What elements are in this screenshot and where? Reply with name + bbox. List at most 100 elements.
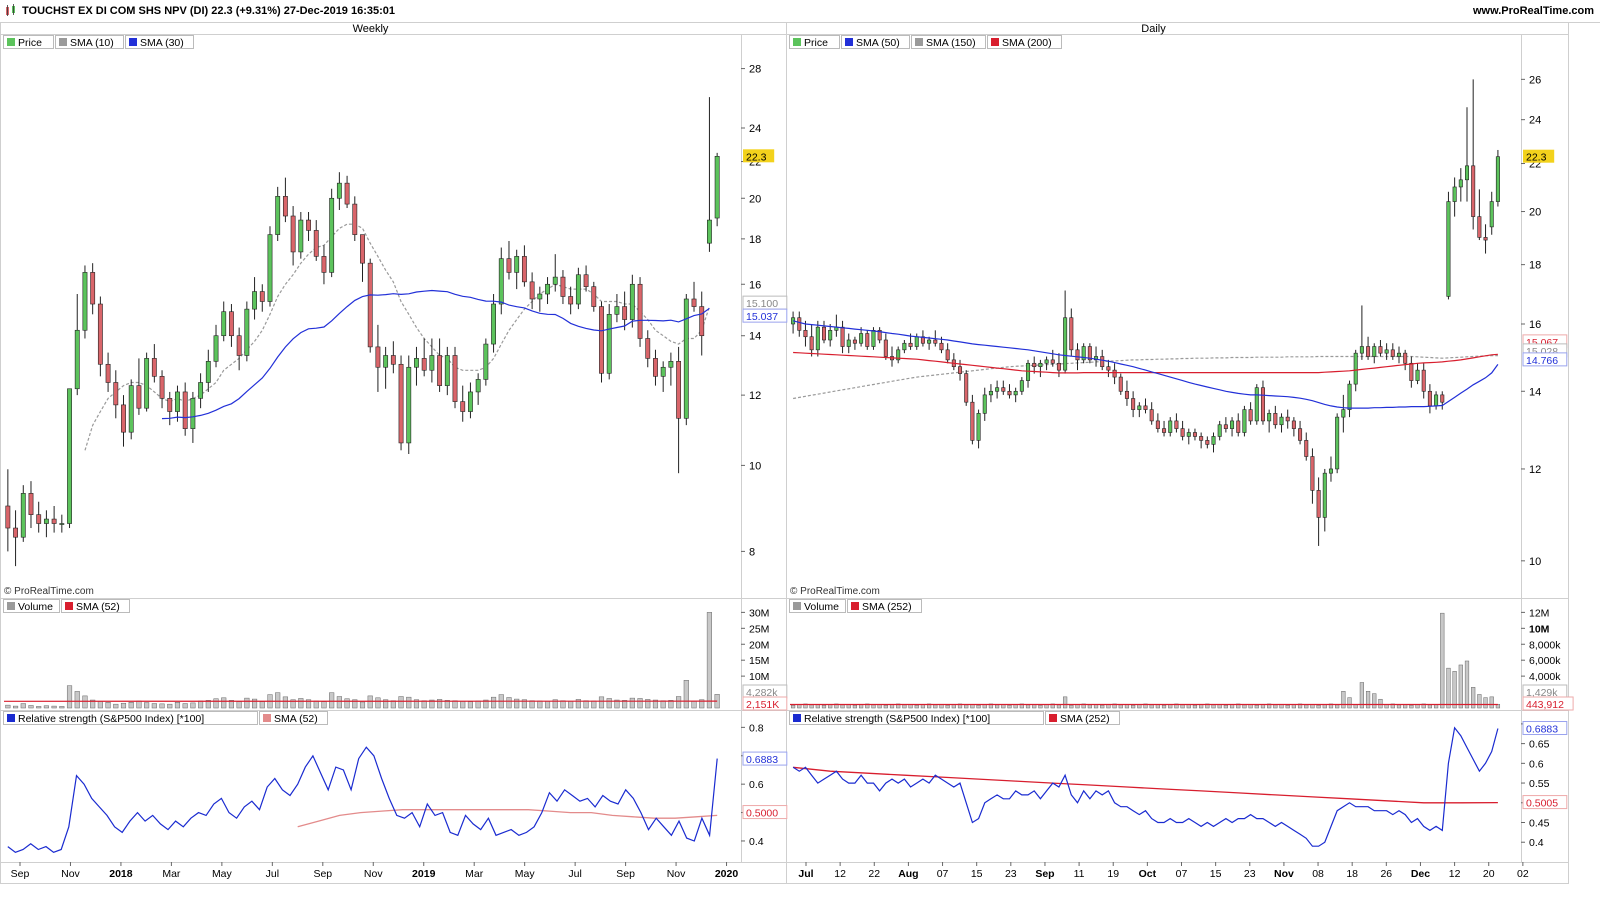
candle-body bbox=[1316, 490, 1321, 518]
candle-body bbox=[1322, 472, 1327, 518]
volume-bar bbox=[1316, 704, 1321, 709]
volume-bar bbox=[1038, 704, 1043, 709]
candle-body bbox=[840, 326, 845, 347]
candle-body bbox=[406, 366, 412, 444]
volume-bar bbox=[59, 706, 65, 709]
legend-swatch bbox=[793, 714, 801, 722]
x-tick-label: 07 bbox=[937, 868, 949, 880]
candle bbox=[1044, 356, 1049, 371]
candle bbox=[1359, 305, 1364, 360]
candle-body bbox=[552, 276, 558, 285]
candle bbox=[306, 211, 311, 242]
candle-body bbox=[1118, 376, 1123, 392]
candle-body bbox=[1341, 409, 1346, 418]
candle-body bbox=[865, 333, 870, 347]
daily-rs-legend: Relative strength (S&P500 Index) [*100] S… bbox=[789, 711, 1120, 725]
candle-body bbox=[252, 291, 257, 310]
legend-item bbox=[61, 599, 130, 613]
candle bbox=[468, 382, 473, 419]
price-tag-box bbox=[1522, 352, 1568, 367]
volume-bar bbox=[1458, 664, 1463, 709]
volume-bar bbox=[1427, 704, 1433, 709]
candle-body bbox=[1421, 369, 1426, 392]
candle bbox=[375, 324, 381, 392]
candle-body bbox=[491, 303, 496, 345]
candle-body bbox=[514, 256, 520, 273]
volume-bar bbox=[691, 701, 697, 709]
candle bbox=[896, 346, 901, 364]
panel-frame bbox=[786, 22, 1569, 884]
candle-body bbox=[175, 391, 180, 412]
candle bbox=[840, 320, 845, 354]
legend-label: SMA (252) bbox=[862, 601, 912, 613]
candle bbox=[1372, 343, 1377, 364]
volume-bar bbox=[1260, 704, 1266, 709]
candle-body bbox=[846, 339, 851, 347]
x-tick-label: 23 bbox=[1005, 868, 1017, 880]
candle-body bbox=[822, 326, 827, 341]
volume-bar bbox=[159, 703, 165, 709]
candle-body bbox=[1390, 349, 1395, 357]
candle bbox=[1260, 380, 1265, 425]
x-tick-label: Sep bbox=[11, 868, 30, 880]
volume-bar bbox=[298, 698, 304, 709]
candle-body bbox=[1124, 390, 1129, 399]
volume-bar bbox=[790, 704, 796, 709]
volume-bar bbox=[74, 691, 80, 709]
watermark: © ProRealTime.com bbox=[4, 586, 94, 597]
volume-bar bbox=[1285, 704, 1290, 709]
price-tag-label: 0.5005 bbox=[1526, 798, 1558, 810]
y-tick-label: 0.8 bbox=[749, 722, 764, 734]
candle bbox=[1285, 409, 1290, 429]
candle-body bbox=[282, 196, 288, 217]
candle bbox=[668, 352, 674, 386]
legend-item bbox=[1045, 711, 1120, 725]
volume-bar bbox=[951, 704, 956, 709]
volume-bar bbox=[1322, 704, 1327, 709]
volume-bar bbox=[228, 700, 234, 709]
volume-bar bbox=[1291, 704, 1296, 709]
volume-bar bbox=[1180, 704, 1185, 709]
candle bbox=[167, 391, 173, 426]
candle bbox=[59, 514, 65, 533]
candle-body bbox=[1050, 359, 1055, 364]
volume-tag: 4,282k bbox=[742, 684, 788, 699]
candle-body bbox=[267, 234, 273, 302]
volume-bar bbox=[598, 696, 605, 709]
volume-bar bbox=[491, 696, 497, 709]
candle-body bbox=[74, 329, 80, 390]
candle bbox=[1415, 363, 1420, 385]
price-tag-label: 443,912 bbox=[1526, 699, 1564, 711]
candle-body bbox=[1378, 346, 1383, 354]
volume-bar bbox=[1378, 698, 1383, 709]
candle-body bbox=[920, 336, 925, 344]
y-tick-label: 8,000k bbox=[1529, 639, 1561, 651]
legend-item bbox=[911, 35, 986, 49]
candle-body bbox=[498, 258, 504, 305]
candle-body bbox=[828, 330, 833, 341]
candle-body bbox=[699, 306, 705, 337]
candle bbox=[1458, 168, 1463, 202]
legend-label: SMA (52) bbox=[274, 713, 318, 725]
legend-item bbox=[987, 35, 1062, 49]
legend-label: Volume bbox=[18, 601, 53, 613]
candle-body bbox=[1063, 317, 1068, 371]
price-tag: 14.766 bbox=[1522, 352, 1568, 367]
candle-body bbox=[1186, 432, 1191, 437]
sma50-line bbox=[792, 320, 1499, 409]
candle-body bbox=[398, 363, 404, 444]
y-tick-label: 20 bbox=[1529, 207, 1541, 219]
volume-bar bbox=[1452, 671, 1457, 709]
volume-bar bbox=[1199, 704, 1204, 709]
candle bbox=[1217, 420, 1222, 441]
candle-body bbox=[352, 203, 358, 235]
volume-bar bbox=[244, 697, 250, 709]
weekly-volume-pane: 30M 25M 20M 15M 10M bbox=[3, 607, 769, 709]
candle bbox=[105, 352, 111, 392]
candle-body bbox=[707, 219, 712, 244]
candle bbox=[483, 338, 489, 386]
candle bbox=[344, 175, 350, 209]
candle-body bbox=[945, 349, 950, 361]
